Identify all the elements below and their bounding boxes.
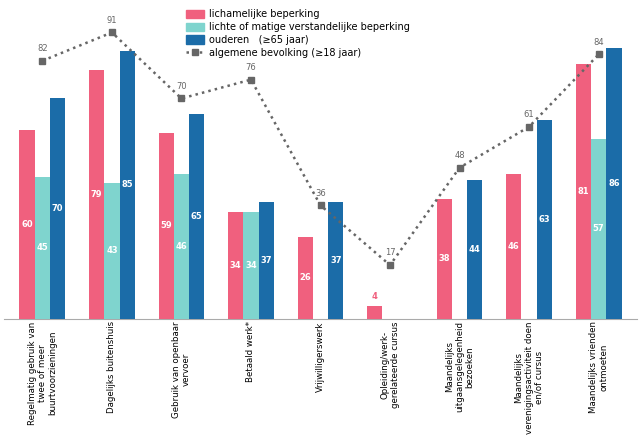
Text: 4: 4 — [372, 292, 378, 301]
Bar — [437, 199, 452, 318]
Bar — [506, 174, 521, 318]
Text: 85: 85 — [121, 180, 133, 190]
Bar — [50, 99, 65, 318]
Text: 91: 91 — [106, 16, 117, 25]
Bar — [244, 212, 258, 318]
Text: 17: 17 — [385, 248, 395, 257]
Text: 36: 36 — [315, 188, 326, 198]
Text: 46: 46 — [176, 242, 187, 251]
Bar — [35, 177, 50, 318]
Bar — [19, 130, 35, 318]
Text: 46: 46 — [508, 242, 520, 251]
Bar — [174, 174, 189, 318]
Text: 44: 44 — [469, 245, 481, 254]
Bar — [576, 64, 591, 318]
Text: 48: 48 — [454, 151, 465, 160]
Text: 63: 63 — [538, 215, 550, 224]
Text: 82: 82 — [37, 44, 47, 53]
Bar — [189, 114, 204, 318]
Bar — [158, 133, 174, 318]
Bar — [297, 237, 313, 318]
Text: 76: 76 — [246, 63, 256, 72]
Legend: lichamelijke beperking, lichte of matige verstandelijke beperking, ouderen   (≥6: lichamelijke beperking, lichte of matige… — [186, 9, 410, 58]
Text: 86: 86 — [608, 179, 620, 188]
Bar — [606, 48, 622, 318]
Bar — [258, 202, 274, 318]
Bar — [328, 202, 344, 318]
Bar — [104, 184, 120, 318]
Text: 37: 37 — [330, 256, 342, 265]
Text: 37: 37 — [260, 256, 272, 265]
Text: 34: 34 — [230, 261, 242, 270]
Text: 81: 81 — [578, 187, 589, 196]
Text: 65: 65 — [191, 212, 203, 221]
Text: 60: 60 — [21, 220, 33, 229]
Text: 84: 84 — [594, 38, 604, 46]
Text: 70: 70 — [52, 204, 63, 213]
Text: 79: 79 — [91, 190, 103, 199]
Text: 59: 59 — [160, 221, 172, 230]
Bar — [467, 180, 483, 318]
Text: 61: 61 — [524, 110, 535, 119]
Text: 45: 45 — [37, 244, 48, 252]
Bar — [120, 51, 135, 318]
Text: 57: 57 — [593, 224, 604, 233]
Bar — [537, 120, 552, 318]
Bar — [89, 70, 104, 318]
Bar — [591, 139, 606, 318]
Bar — [228, 212, 244, 318]
Text: 43: 43 — [106, 247, 118, 255]
Text: 26: 26 — [299, 273, 311, 282]
Text: 38: 38 — [438, 254, 450, 263]
Bar — [367, 306, 383, 318]
Text: 34: 34 — [245, 261, 257, 270]
Text: 70: 70 — [176, 81, 187, 91]
